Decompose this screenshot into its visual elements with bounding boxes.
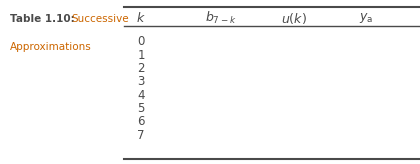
Text: 5: 5: [137, 102, 145, 115]
Text: 0: 0: [137, 35, 145, 48]
Text: $\mathit{b}_{7-k}$: $\mathit{b}_{7-k}$: [205, 10, 236, 26]
Text: 7: 7: [137, 129, 145, 142]
Text: 2: 2: [137, 62, 145, 75]
Text: $\mathit{u}(\mathit{k})$: $\mathit{u}(\mathit{k})$: [281, 11, 306, 26]
Text: Approximations: Approximations: [10, 42, 92, 52]
Text: $\mathit{k}$: $\mathit{k}$: [136, 11, 146, 25]
Text: 4: 4: [137, 89, 145, 102]
Text: 3: 3: [137, 75, 145, 88]
Text: Successive: Successive: [71, 14, 129, 24]
Text: 1: 1: [137, 49, 145, 62]
Text: Table 1.10:: Table 1.10:: [10, 14, 74, 24]
Text: 6: 6: [137, 115, 145, 128]
Text: $\mathit{y}_{\rm a}$: $\mathit{y}_{\rm a}$: [360, 11, 374, 25]
